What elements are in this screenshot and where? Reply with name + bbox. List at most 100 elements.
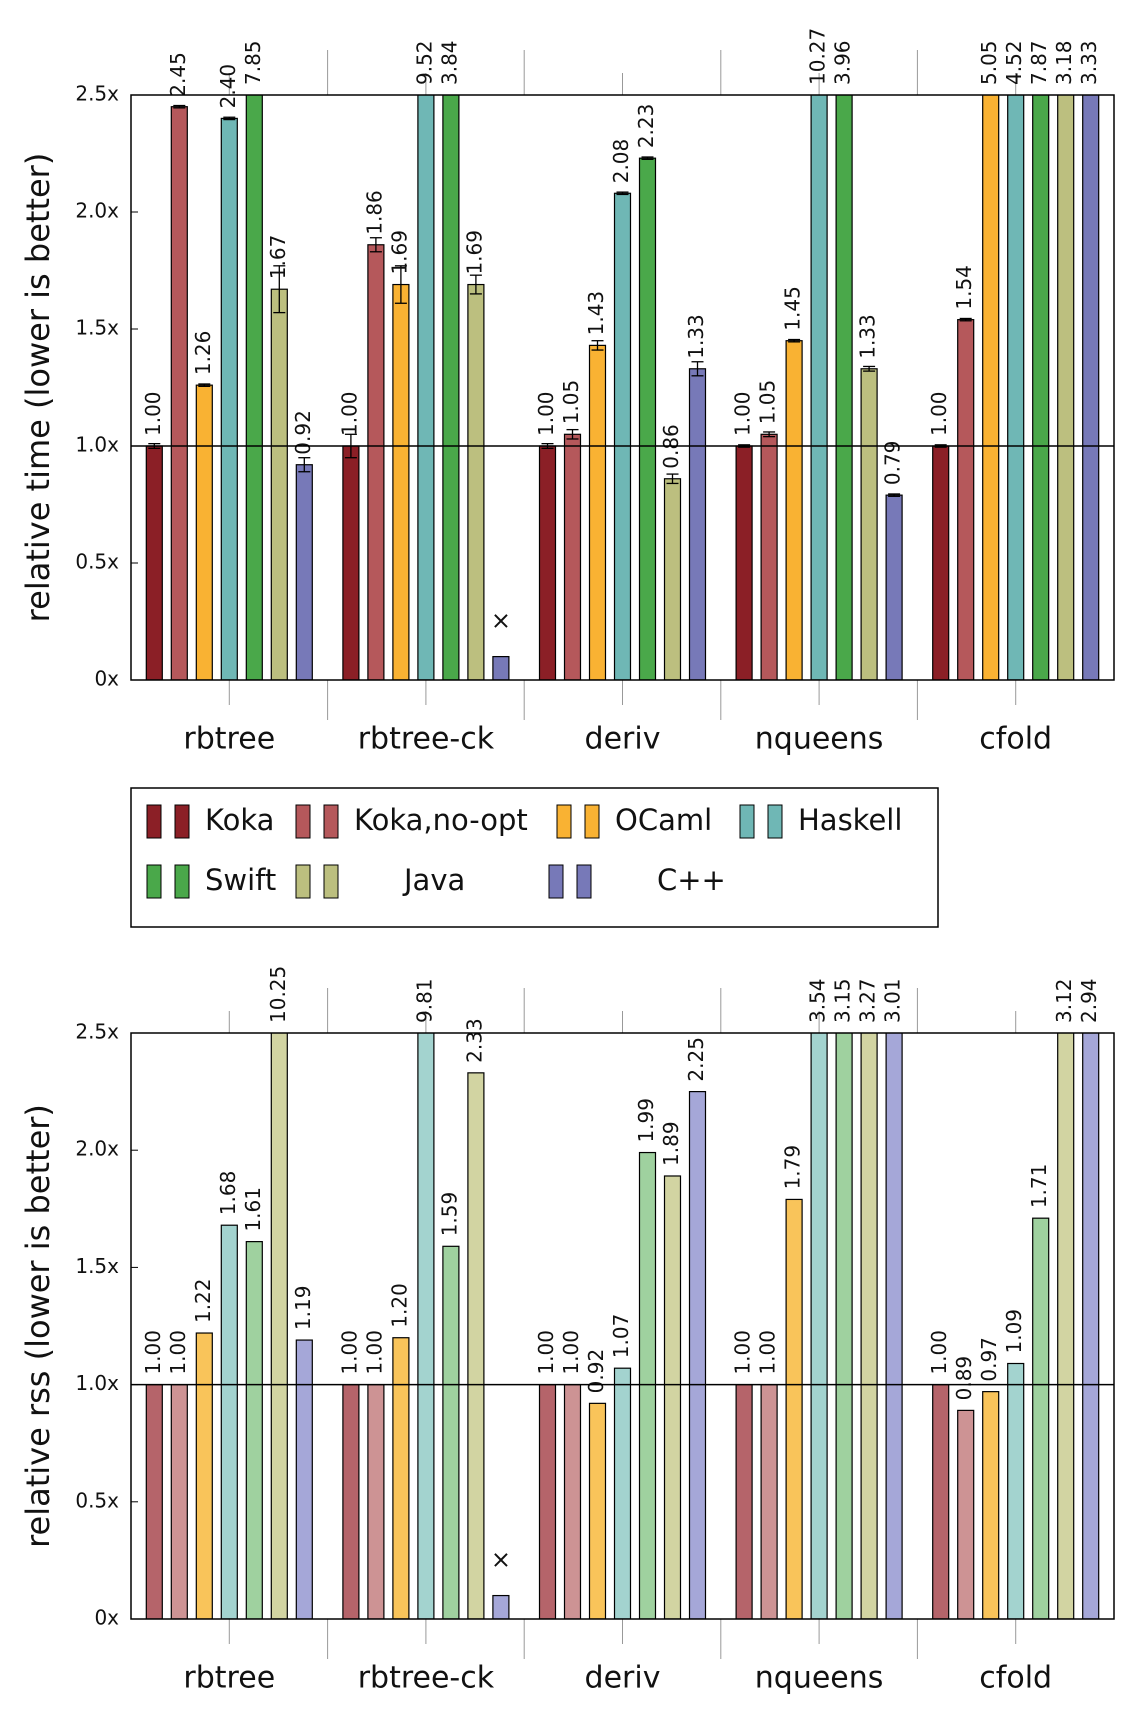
- value-label: 0.92: [584, 1349, 608, 1394]
- y-axis-label: relative rss (lower is better): [19, 1104, 57, 1548]
- bar: [538, 1383, 557, 1619]
- bars: [145, 1033, 1100, 1619]
- error-bar: [863, 365, 876, 372]
- y-tick-label: 1.5x: [75, 1254, 119, 1278]
- value-label: 3.12: [1052, 978, 1076, 1023]
- bar: [785, 340, 803, 680]
- y-tick-label: 1.0x: [75, 1371, 119, 1395]
- value-label: 3.01: [881, 978, 905, 1023]
- value-label: 1.00: [927, 1330, 951, 1375]
- legend-label: Java: [402, 863, 465, 897]
- value-label: 1.61: [241, 1187, 265, 1232]
- y-tick-label: 2.0x: [75, 199, 119, 223]
- bar: [1032, 95, 1050, 680]
- bar: [563, 433, 582, 680]
- bar: [417, 95, 435, 680]
- value-label: 1.22: [191, 1279, 215, 1324]
- bar: [145, 1383, 163, 1619]
- error-bar: [369, 237, 382, 253]
- error-bar: [959, 317, 972, 322]
- x-tick-label: deriv: [585, 1661, 661, 1696]
- bar: [442, 95, 460, 680]
- value-label: 1.79: [781, 1145, 805, 1190]
- value-label: 3.27: [856, 978, 880, 1023]
- bar: [932, 445, 950, 680]
- value-label: 10.25: [266, 966, 290, 1023]
- bar: [957, 319, 975, 680]
- bar: [538, 445, 557, 680]
- value-label: 2.45: [166, 52, 190, 97]
- error-bar: [888, 493, 901, 497]
- legend-swatch: [739, 804, 755, 839]
- error-bar: [641, 156, 654, 161]
- value-label: 3.54: [806, 978, 830, 1023]
- bar: [588, 344, 607, 680]
- value-label: 1.00: [166, 1330, 190, 1375]
- value-label: 1.68: [216, 1171, 240, 1216]
- bar: [220, 1224, 238, 1619]
- value-label: 4.52: [1002, 40, 1026, 85]
- error-bar: [691, 361, 704, 377]
- value-label: 1.86: [362, 190, 386, 235]
- bar: [1007, 1362, 1025, 1619]
- legend-swatch: [584, 804, 600, 839]
- bar: [860, 1033, 878, 1619]
- value-label: 0.89: [952, 1356, 976, 1401]
- bar: [613, 1367, 632, 1619]
- value-label: 3.96: [831, 40, 855, 85]
- legend-swatch: [146, 804, 162, 839]
- bar: [367, 244, 385, 680]
- error-bar: [591, 340, 604, 351]
- value-label: 1.67: [266, 235, 290, 280]
- bar: [195, 384, 213, 680]
- legend-swatch: [295, 864, 311, 899]
- value-label: 1.26: [191, 331, 215, 376]
- y-tick-label: 0.5x: [75, 1488, 119, 1512]
- legend-item: Koka: [146, 803, 274, 839]
- value-label: ×: [491, 1546, 511, 1574]
- bar: [342, 445, 360, 680]
- y-tick-label: 1.5x: [75, 316, 119, 340]
- value-label: 10.27: [806, 28, 830, 85]
- bar: [957, 1409, 975, 1619]
- value-label: 1.00: [534, 391, 558, 436]
- bar: [1057, 95, 1075, 680]
- legend-label: C++: [657, 863, 726, 897]
- legend-item: Koka,no-opt: [295, 803, 528, 839]
- value-label: 9.81: [412, 978, 436, 1023]
- bar: [982, 1391, 1000, 1619]
- y-tick-label: 2.5x: [75, 82, 119, 106]
- bar: [1032, 1217, 1050, 1619]
- bar: [367, 1383, 385, 1619]
- legend-swatch: [323, 864, 339, 899]
- legend-item: Java: [295, 863, 465, 899]
- error-bar: [173, 104, 186, 109]
- error-bar: [566, 428, 579, 440]
- value-label: 7.87: [1027, 40, 1051, 85]
- bar: [885, 494, 903, 680]
- value-label: 1.00: [337, 1330, 361, 1375]
- value-label: 1.69: [462, 230, 486, 275]
- legend-label: OCaml: [615, 803, 712, 837]
- bar: [295, 464, 313, 680]
- legend-swatch: [767, 804, 783, 839]
- x-tick-label: nqueens: [755, 722, 884, 757]
- bar: [220, 117, 238, 680]
- value-label: 1.00: [731, 1330, 755, 1375]
- value-label: ×: [491, 607, 511, 635]
- value-label: 2.23: [634, 104, 658, 149]
- bar: [735, 1383, 753, 1619]
- error-bar: [763, 431, 776, 438]
- value-label: 3.33: [1077, 40, 1101, 85]
- value-label: 0.79: [881, 441, 905, 486]
- error-bar: [223, 116, 236, 121]
- error-bar: [666, 473, 679, 485]
- bar: [417, 1033, 435, 1619]
- x-tick-label: cfold: [979, 1661, 1052, 1696]
- value-label: 1.00: [534, 1330, 558, 1375]
- bar: [688, 1090, 707, 1619]
- value-label: 3.15: [831, 978, 855, 1023]
- x-tick-label: rbtree: [183, 1661, 275, 1696]
- legend-item: OCaml: [556, 803, 712, 839]
- error-bar: [788, 338, 801, 343]
